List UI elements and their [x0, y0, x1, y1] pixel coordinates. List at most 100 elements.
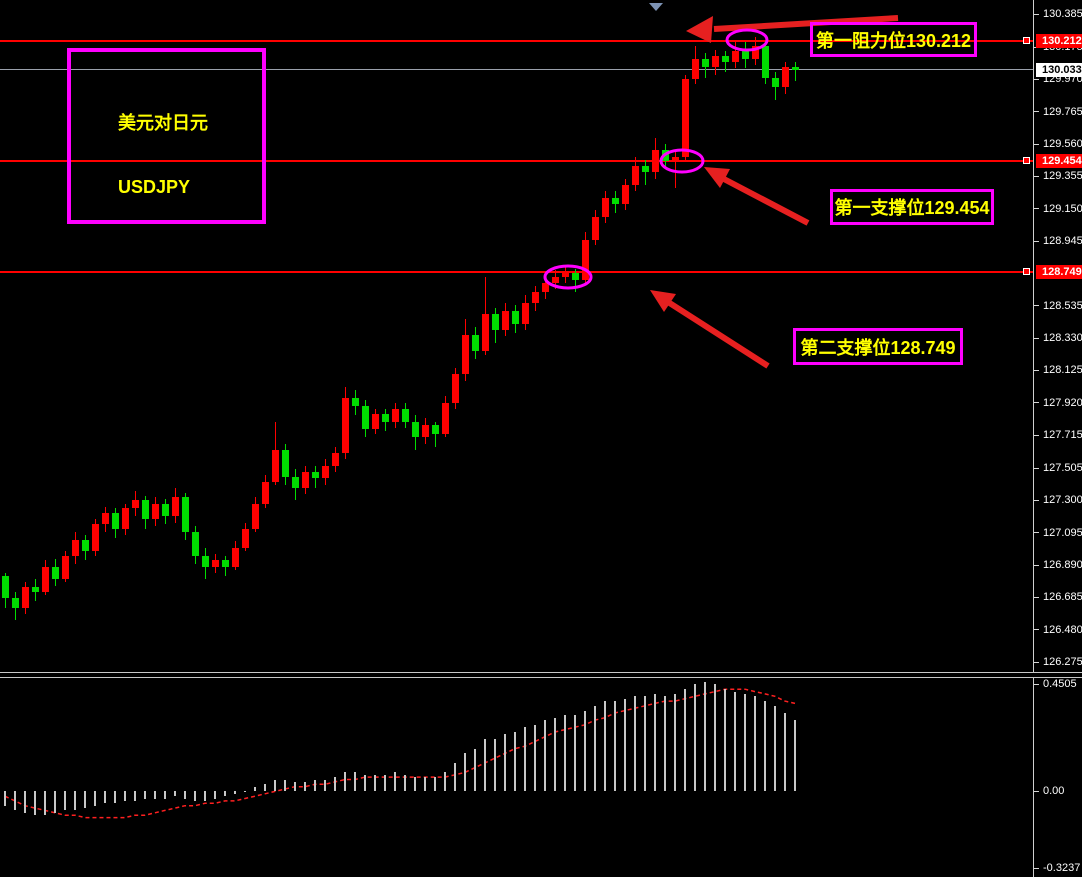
candlestick-body: [492, 314, 499, 331]
instrument-title-cn: 美元对日元: [118, 113, 208, 133]
osma-histogram-bar: [114, 791, 116, 804]
candlestick-body: [502, 311, 509, 331]
price-tick-mark: [1034, 305, 1039, 307]
osma-histogram-bar: [194, 791, 196, 801]
candlestick-body: [442, 402, 449, 435]
candlestick-wick: [645, 159, 646, 186]
osma-histogram-bar: [664, 696, 666, 792]
indicator-panel-canvas[interactable]: [0, 678, 1033, 877]
candlestick-body: [642, 166, 649, 173]
candlestick-body: [122, 508, 129, 529]
osma-histogram-bar: [774, 705, 776, 792]
price-tick-label: 126.275: [1043, 656, 1082, 669]
candlestick-body: [732, 51, 739, 63]
candlestick-body: [742, 51, 749, 59]
price-tick-label: 129.765: [1043, 105, 1082, 118]
candlestick-body: [622, 185, 629, 204]
osma-histogram-bar: [544, 720, 546, 792]
resistance1-label-box[interactable]: 第一阻力位130.212: [810, 22, 977, 57]
candlestick-body: [662, 150, 669, 162]
candlestick-body: [542, 282, 549, 293]
instrument-title-box[interactable]: 美元对日元 USDJPY: [67, 48, 266, 224]
indicator-tick-mark: [1034, 867, 1039, 869]
candlestick-body: [112, 513, 119, 529]
candlestick-body: [632, 166, 639, 186]
support2-label: 第二支撑位128.749: [800, 337, 956, 358]
osma-histogram-bar: [274, 779, 276, 792]
osma-histogram-bar: [574, 715, 576, 792]
instrument-title-symbol: USDJPY: [118, 177, 191, 197]
osma-histogram-bar: [234, 791, 236, 794]
resistance-1-line[interactable]: [0, 40, 1033, 43]
candlestick-body: [172, 497, 179, 517]
osma-histogram-bar: [424, 777, 426, 792]
candlestick-body: [472, 334, 479, 351]
support-2-line[interactable]: [0, 270, 1033, 273]
candlestick-body: [582, 240, 589, 280]
price-axis[interactable]: 130.385130.175129.970129.765129.560129.3…: [1033, 0, 1082, 877]
candlestick-body: [302, 472, 309, 488]
panel-divider[interactable]: [0, 672, 1082, 678]
support-1-anchor-square[interactable]: [1023, 156, 1030, 164]
osma-histogram-bar: [414, 777, 416, 792]
candlestick-body: [602, 197, 609, 217]
price-tick-label: 126.480: [1043, 623, 1082, 636]
candlestick-body: [682, 79, 689, 157]
osma-histogram-bar: [44, 791, 46, 816]
osma-histogram-bar: [624, 698, 626, 792]
osma-histogram-bar: [204, 791, 206, 801]
candlestick-body: [522, 303, 529, 324]
support2-label-box[interactable]: 第二支撑位128.749: [793, 328, 963, 365]
osma-histogram-bar: [474, 748, 476, 792]
candlestick-body: [102, 513, 109, 525]
osma-histogram-bar: [594, 705, 596, 792]
osma-histogram-bar: [304, 781, 306, 792]
candlestick-body: [352, 397, 359, 406]
support1-label-box[interactable]: 第一支撑位129.454: [830, 189, 994, 225]
candlestick-body: [782, 66, 789, 88]
candlestick-body: [462, 334, 469, 375]
osma-histogram-bar: [134, 791, 136, 801]
candlestick-body: [82, 539, 89, 551]
support-1-axis-flag: 129.454: [1036, 153, 1082, 168]
current-price-axis-flag: 130.033: [1036, 62, 1082, 77]
candlestick-body: [42, 566, 49, 592]
osma-histogram-bar: [754, 696, 756, 792]
candlestick-wick: [435, 421, 436, 447]
current-price-line[interactable]: [0, 68, 1033, 70]
candlestick-body: [432, 424, 439, 435]
osma-histogram-bar: [264, 784, 266, 792]
price-tick-label: 129.150: [1043, 202, 1082, 215]
price-tick-label: 129.560: [1043, 138, 1082, 151]
candlestick-body: [2, 576, 9, 599]
candlestick-body: [412, 421, 419, 438]
osma-histogram-bar: [564, 715, 566, 792]
resistance-1-anchor-square[interactable]: [1023, 37, 1030, 45]
osma-histogram-bar: [394, 772, 396, 792]
osma-histogram-bar: [344, 772, 346, 792]
price-tick-mark: [1034, 175, 1039, 177]
indicator-tick-label: -0.3237: [1043, 862, 1081, 875]
price-tick-mark: [1034, 402, 1039, 404]
indicator-tick-label: 0.00: [1043, 785, 1065, 798]
candlestick-body: [382, 413, 389, 422]
osma-histogram-bar: [174, 791, 176, 797]
support-2-anchor-square[interactable]: [1023, 267, 1030, 275]
price-tick-label: 127.505: [1043, 462, 1082, 475]
candlestick-body: [532, 292, 539, 304]
candlestick-body: [142, 500, 149, 520]
main-chart-canvas[interactable]: [0, 0, 1033, 672]
osma-histogram-bar: [524, 727, 526, 792]
candlestick-body: [152, 503, 159, 520]
osma-histogram-bar: [374, 774, 376, 792]
osma-histogram-bar: [164, 791, 166, 799]
candlestick-body: [322, 465, 329, 479]
candlestick-body: [422, 424, 429, 438]
price-tick-label: 127.920: [1043, 396, 1082, 409]
support1-label: 第一支撑位129.454: [834, 198, 990, 218]
support-1-line[interactable]: [0, 159, 1033, 162]
osma-histogram-bar: [104, 791, 106, 804]
candlestick-body: [332, 453, 339, 466]
osma-histogram-bar: [214, 791, 216, 799]
